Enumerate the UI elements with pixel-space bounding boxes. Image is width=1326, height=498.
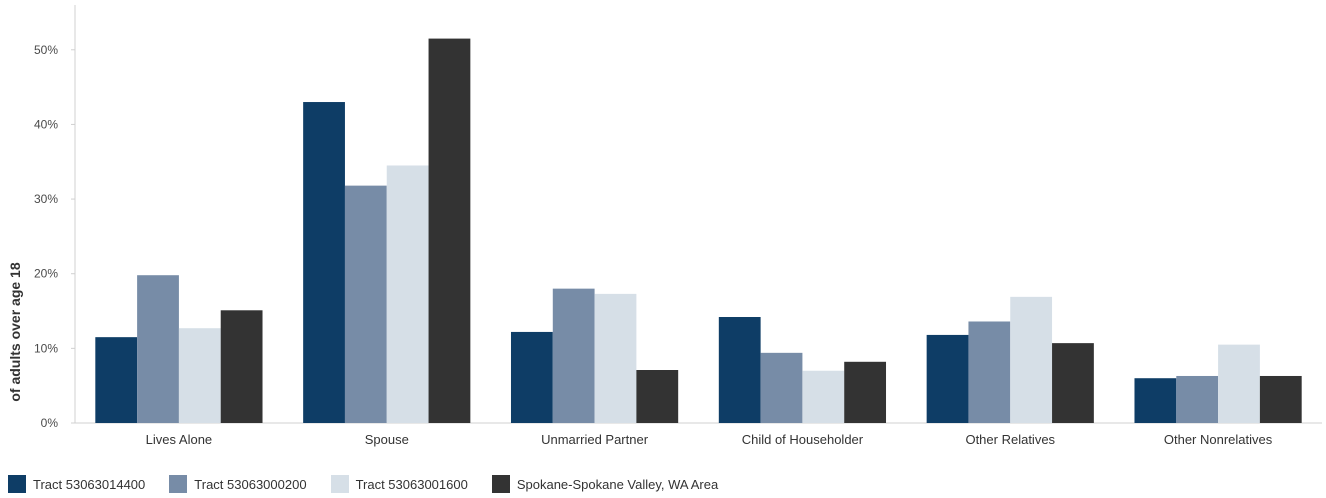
bar <box>552 288 595 423</box>
legend-label: Tract 53063014400 <box>33 476 146 492</box>
legend-item: Tract 53063001600 <box>330 475 468 493</box>
legend-swatch <box>330 475 349 493</box>
y-axis-ticks: 0% 10% 20% 30% 40% 50% <box>34 43 75 430</box>
legend-swatch <box>169 475 188 493</box>
bar <box>1052 343 1094 423</box>
legend-item: Tract 53063014400 <box>8 475 145 493</box>
legend-item: Spokane-Spokane Valley, WA Area <box>491 475 719 493</box>
y-tick-label: 10% <box>34 341 58 355</box>
bar <box>1176 375 1219 423</box>
y-tick-label: 20% <box>34 267 58 281</box>
category-labels: Lives Alone Spouse Unmarried Partner Child … <box>146 432 1273 447</box>
bar <box>1134 378 1177 423</box>
bar <box>386 165 429 423</box>
legend: Tract 53063014400 Tract 53063000200 Tract … <box>8 474 742 494</box>
bar <box>844 361 887 423</box>
x-category-label: Spouse <box>365 432 409 447</box>
bar <box>636 370 679 423</box>
bar <box>510 331 553 423</box>
bars <box>95 38 1302 424</box>
y-tick-label: 40% <box>34 117 58 131</box>
bar <box>594 293 637 423</box>
legend-swatch <box>491 475 510 493</box>
legend-label: Spokane-Spokane Valley, WA Area <box>516 476 719 492</box>
x-category-label: Other Nonrelatives <box>1164 432 1273 447</box>
legend-swatch <box>8 475 26 493</box>
y-tick-label: 30% <box>34 192 58 206</box>
bar <box>926 334 969 423</box>
bar <box>968 321 1011 423</box>
bar <box>178 328 221 423</box>
bar <box>1010 296 1053 423</box>
x-category-label: Other Relatives <box>965 432 1055 447</box>
legend-label: Tract 53063001600 <box>355 476 468 492</box>
bar <box>428 38 471 423</box>
x-category-label: Unmarried Partner <box>541 432 649 447</box>
bar <box>95 337 138 423</box>
x-category-label: Child of Householder <box>742 432 864 447</box>
bar <box>760 352 803 423</box>
bar <box>1259 375 1302 423</box>
legend-item: Tract 53063000200 <box>169 475 307 493</box>
bar <box>303 102 345 424</box>
bar <box>718 317 761 423</box>
y-tick-label: 50% <box>34 43 58 57</box>
y-tick-label: 0% <box>41 416 59 430</box>
x-category-label: Lives Alone <box>146 432 213 447</box>
bar <box>802 370 845 423</box>
bar <box>1218 344 1260 423</box>
legend-label: Tract 53063000200 <box>194 476 307 492</box>
y-axis-label: of adults over age 18 <box>7 262 23 401</box>
bar <box>220 310 263 423</box>
bar <box>344 185 387 423</box>
bar <box>137 275 179 423</box>
bar-chart: 0% 10% 20% 30% 40% 50% Lives Alone Spouse Unmar… <box>7 5 1322 447</box>
